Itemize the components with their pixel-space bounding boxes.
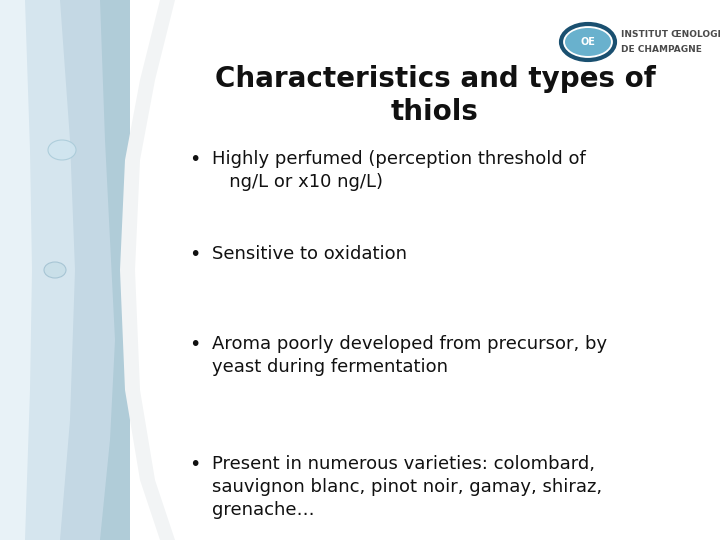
- Text: Sensitive to oxidation: Sensitive to oxidation: [212, 245, 407, 263]
- Text: •: •: [189, 335, 201, 354]
- Text: INSTITUT ŒNOLOGIQUE: INSTITUT ŒNOLOGIQUE: [621, 30, 720, 39]
- Text: Present in numerous varieties: colombard,
sauvignon blanc, pinot noir, gamay, sh: Present in numerous varieties: colombard…: [212, 455, 602, 519]
- Polygon shape: [0, 0, 115, 540]
- Polygon shape: [0, 0, 75, 540]
- Polygon shape: [135, 0, 720, 540]
- Text: •: •: [189, 245, 201, 264]
- Polygon shape: [0, 0, 32, 540]
- Polygon shape: [0, 0, 130, 540]
- Polygon shape: [120, 0, 720, 540]
- Text: •: •: [189, 455, 201, 474]
- Ellipse shape: [48, 140, 76, 160]
- Text: Aroma poorly developed from precursor, by
yeast during fermentation: Aroma poorly developed from precursor, b…: [212, 335, 607, 376]
- Text: DE CHAMPAGNE: DE CHAMPAGNE: [621, 44, 702, 53]
- Ellipse shape: [565, 28, 611, 56]
- Text: OE: OE: [580, 37, 595, 47]
- Text: Characteristics and types of
thiols: Characteristics and types of thiols: [215, 65, 655, 126]
- Text: •: •: [189, 150, 201, 169]
- Text: Highly perfumed (perception threshold of
   ng/L or x10 ng/L): Highly perfumed (perception threshold of…: [212, 150, 586, 191]
- Ellipse shape: [44, 262, 66, 278]
